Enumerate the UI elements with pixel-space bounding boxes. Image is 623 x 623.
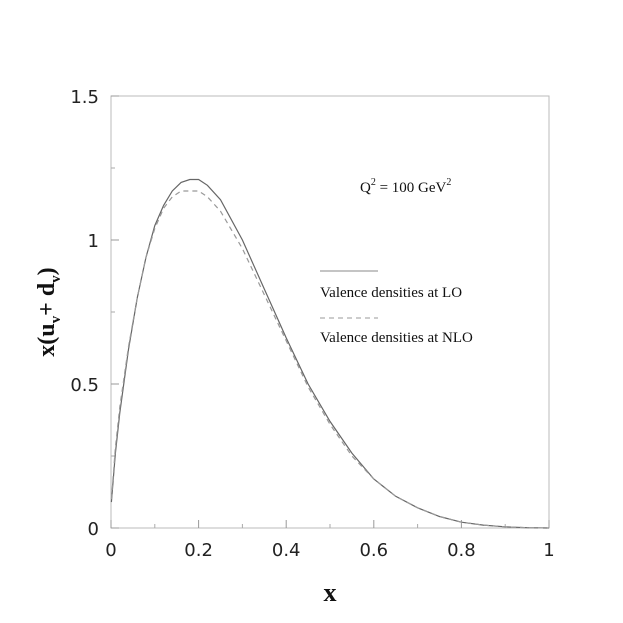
ticks bbox=[110, 95, 550, 529]
x-axis-title: x bbox=[324, 578, 337, 607]
y-axis-title-end: ) bbox=[34, 267, 60, 275]
tick-labels: 0 0.2 0.4 0.6 0.8 1 0 0.5 1 1.5 bbox=[70, 87, 554, 561]
series-lines bbox=[110, 178, 550, 529]
y-tick-label: 0 bbox=[88, 519, 99, 540]
y-axis-title-sub1: v bbox=[48, 315, 64, 323]
annotation-unit-sup: 2 bbox=[446, 177, 451, 188]
series-line-nlo bbox=[110, 190, 550, 529]
plot-frame bbox=[110, 95, 550, 529]
annotation: Q2 = 100 GeV2 bbox=[360, 177, 451, 196]
y-axis-title-sub2: v bbox=[48, 275, 64, 283]
y-axis-title-main: x(u bbox=[34, 323, 60, 356]
x-tick-label: 0.8 bbox=[447, 540, 476, 561]
x-tick-label: 0.6 bbox=[359, 540, 388, 561]
legend: Valence densities at LO Valence densitie… bbox=[320, 270, 473, 346]
annotation-mid: = 100 GeV bbox=[376, 180, 447, 196]
x-tick-label: 1 bbox=[543, 540, 554, 561]
annotation-q-sup: 2 bbox=[371, 177, 376, 188]
y-tick-label: 0.5 bbox=[70, 375, 99, 396]
legend-label-lo: Valence densities at LO bbox=[320, 285, 462, 301]
annotation-q: Q bbox=[360, 180, 371, 196]
y-tick-label: 1 bbox=[88, 231, 99, 252]
x-tick-label: 0 bbox=[105, 540, 116, 561]
x-tick-label: 0.2 bbox=[184, 540, 213, 561]
y-tick-label: 1.5 bbox=[70, 87, 99, 108]
y-axis-title-mid: + d bbox=[34, 282, 60, 316]
x-tick-label: 0.4 bbox=[272, 540, 301, 561]
series-line-lo bbox=[110, 178, 550, 529]
legend-label-nlo: Valence densities at NLO bbox=[320, 330, 473, 346]
y-axis-title: x(uv+ dv) bbox=[34, 267, 64, 356]
